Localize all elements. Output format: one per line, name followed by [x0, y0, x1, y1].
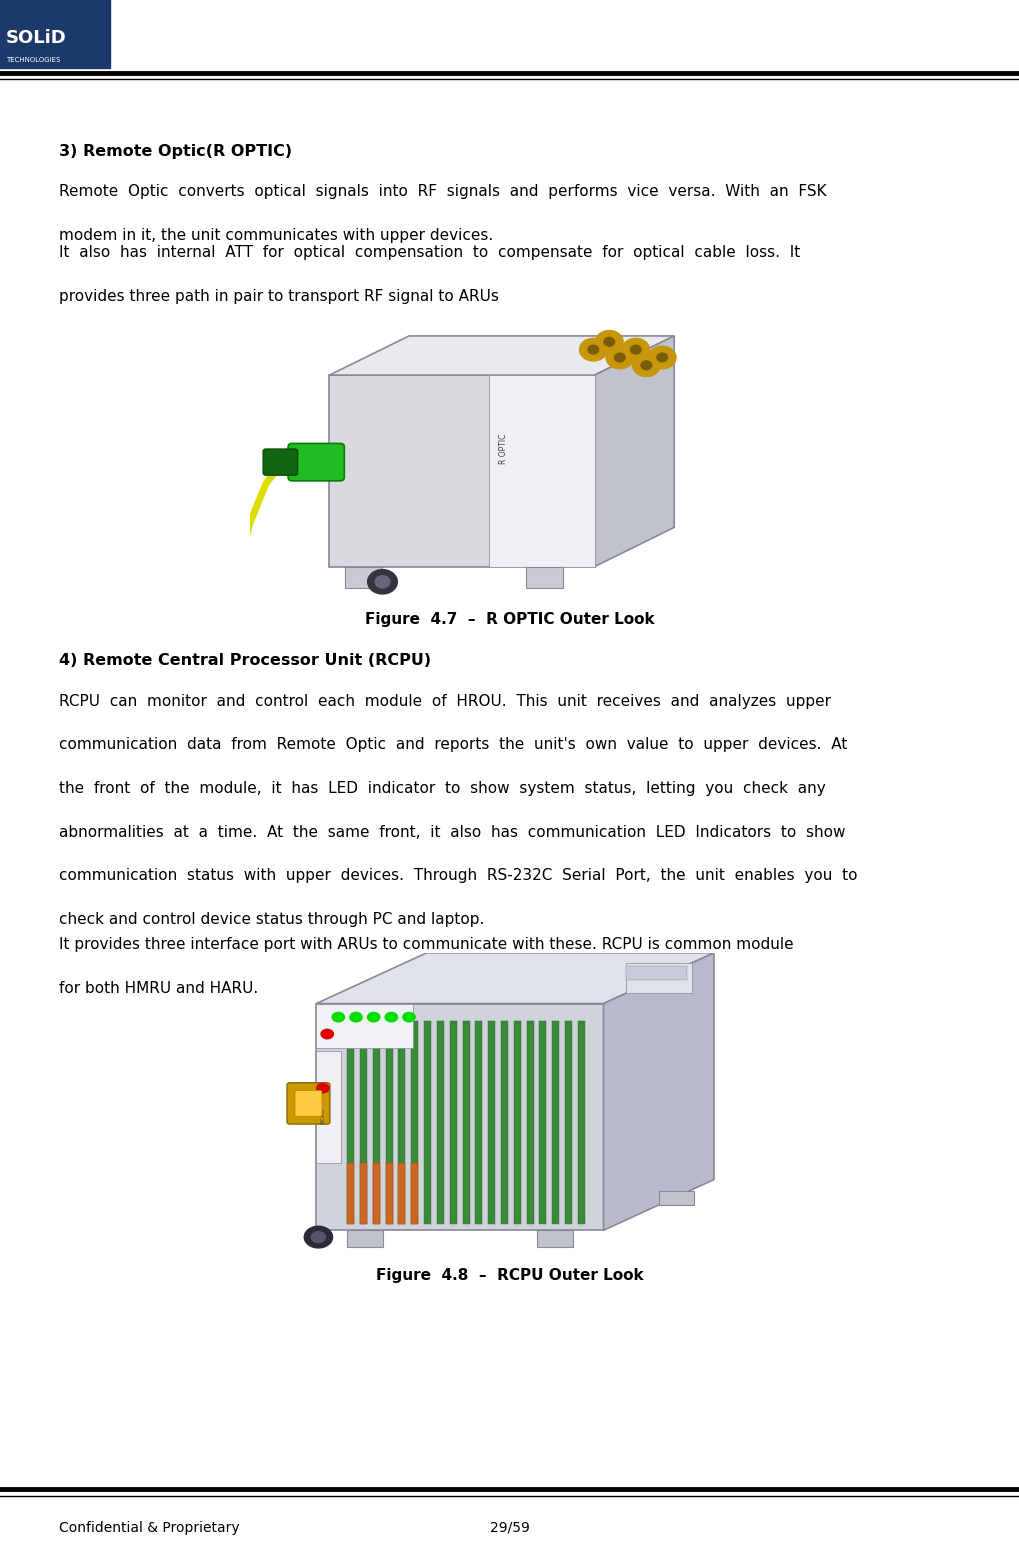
Text: provides three path in pair to transport RF signal to ARUs: provides three path in pair to transport…	[59, 289, 498, 305]
Text: modem in it, the unit communicates with upper devices.: modem in it, the unit communicates with …	[59, 228, 493, 244]
Circle shape	[316, 1084, 329, 1093]
Circle shape	[630, 345, 641, 355]
Bar	[346, 1020, 354, 1223]
Text: RCPU: RCPU	[320, 1107, 325, 1123]
Text: Confidential & Proprietary: Confidential & Proprietary	[59, 1521, 239, 1534]
Circle shape	[367, 1012, 379, 1022]
Polygon shape	[329, 336, 674, 375]
Text: Remote  Optic  converts  optical  signals  into  RF  signals  and  performs  vic: Remote Optic converts optical signals in…	[59, 184, 826, 200]
Text: Figure  4.8  –  RCPU Outer Look: Figure 4.8 – RCPU Outer Look	[376, 1268, 643, 1284]
Text: 29/59: 29/59	[489, 1521, 530, 1534]
Polygon shape	[603, 953, 713, 1231]
Bar	[360, 1162, 367, 1223]
Circle shape	[367, 570, 397, 594]
Text: It provides three interface port with ARUs to communicate with these. RCPU is co: It provides three interface port with AR…	[59, 937, 793, 953]
Circle shape	[605, 347, 633, 369]
Circle shape	[311, 1232, 325, 1242]
Circle shape	[321, 1029, 333, 1039]
Circle shape	[622, 339, 649, 361]
Bar	[488, 1020, 495, 1223]
Bar	[316, 1051, 340, 1162]
Bar	[462, 1020, 469, 1223]
Text: 4) Remote Central Processor Unit (RCPU): 4) Remote Central Processor Unit (RCPU)	[59, 653, 431, 669]
Bar	[411, 1020, 418, 1223]
Text: the  front  of  the  module,  it  has  LED  indicator  to  show  system  status,: the front of the module, it has LED indi…	[59, 781, 825, 797]
Text: R OPTIC: R OPTIC	[498, 434, 507, 464]
Bar	[436, 1020, 443, 1223]
Circle shape	[648, 347, 676, 369]
Bar	[514, 1020, 521, 1223]
Bar	[316, 1004, 413, 1048]
Circle shape	[332, 1012, 344, 1022]
Bar	[411, 1162, 418, 1223]
Bar	[0, 0, 110, 67]
Circle shape	[385, 1012, 397, 1022]
Bar	[525, 567, 562, 589]
Bar	[372, 1020, 379, 1223]
Bar	[475, 1020, 482, 1223]
Bar	[551, 1020, 558, 1223]
FancyBboxPatch shape	[286, 1082, 329, 1125]
Text: SOLiD: SOLiD	[6, 30, 67, 47]
FancyBboxPatch shape	[287, 444, 344, 481]
Text: communication  status  with  upper  devices.  Through  RS-232C  Serial  Port,  t: communication status with upper devices.…	[59, 868, 857, 884]
Circle shape	[632, 355, 659, 376]
Circle shape	[579, 339, 606, 361]
Bar	[385, 1020, 392, 1223]
Circle shape	[304, 1226, 332, 1248]
Bar	[360, 1020, 367, 1223]
Bar	[488, 375, 594, 567]
Circle shape	[656, 353, 667, 362]
Polygon shape	[594, 336, 674, 567]
Text: 3) Remote Optic(R OPTIC): 3) Remote Optic(R OPTIC)	[59, 144, 292, 159]
Polygon shape	[329, 375, 594, 567]
Circle shape	[375, 576, 389, 587]
Text: abnormalities  at  a  time.  At  the  same  front,  it  also  has  communication: abnormalities at a time. At the same fro…	[59, 825, 845, 840]
Text: for both HMRU and HARU.: for both HMRU and HARU.	[59, 981, 258, 997]
Bar	[539, 1020, 546, 1223]
Text: check and control device status through PC and laptop.: check and control device status through …	[59, 912, 484, 928]
Circle shape	[603, 337, 613, 347]
FancyBboxPatch shape	[263, 450, 298, 475]
Bar	[526, 1020, 533, 1223]
Bar	[658, 1192, 694, 1204]
Text: TECHNOLOGIES: TECHNOLOGIES	[6, 58, 60, 62]
Bar	[500, 1020, 507, 1223]
Bar	[385, 1162, 392, 1223]
FancyBboxPatch shape	[294, 1090, 322, 1117]
Bar	[565, 1020, 572, 1223]
Bar	[372, 1162, 379, 1223]
Bar	[398, 1162, 406, 1223]
Bar	[424, 1020, 431, 1223]
Circle shape	[350, 1012, 362, 1022]
Bar	[449, 1020, 457, 1223]
Circle shape	[595, 331, 623, 353]
Text: It  also  has  internal  ATT  for  optical  compensation  to  compensate  for  o: It also has internal ATT for optical com…	[59, 245, 800, 261]
Circle shape	[613, 353, 625, 362]
Bar	[625, 962, 691, 993]
Circle shape	[641, 361, 651, 370]
Bar	[537, 1231, 572, 1246]
Bar	[346, 1162, 354, 1223]
Bar	[346, 1231, 382, 1246]
Circle shape	[588, 345, 598, 355]
Text: communication  data  from  Remote  Optic  and  reports  the  unit's  own  value : communication data from Remote Optic and…	[59, 737, 847, 753]
Bar	[578, 1020, 584, 1223]
Polygon shape	[316, 1004, 603, 1231]
Polygon shape	[316, 953, 713, 1004]
Bar	[345, 567, 382, 589]
Circle shape	[403, 1012, 415, 1022]
Bar	[398, 1020, 406, 1223]
Bar	[625, 967, 687, 979]
Text: Figure  4.7  –  R OPTIC Outer Look: Figure 4.7 – R OPTIC Outer Look	[365, 612, 654, 628]
Text: RCPU  can  monitor  and  control  each  module  of  HROU.  This  unit  receives : RCPU can monitor and control each module…	[59, 694, 830, 709]
